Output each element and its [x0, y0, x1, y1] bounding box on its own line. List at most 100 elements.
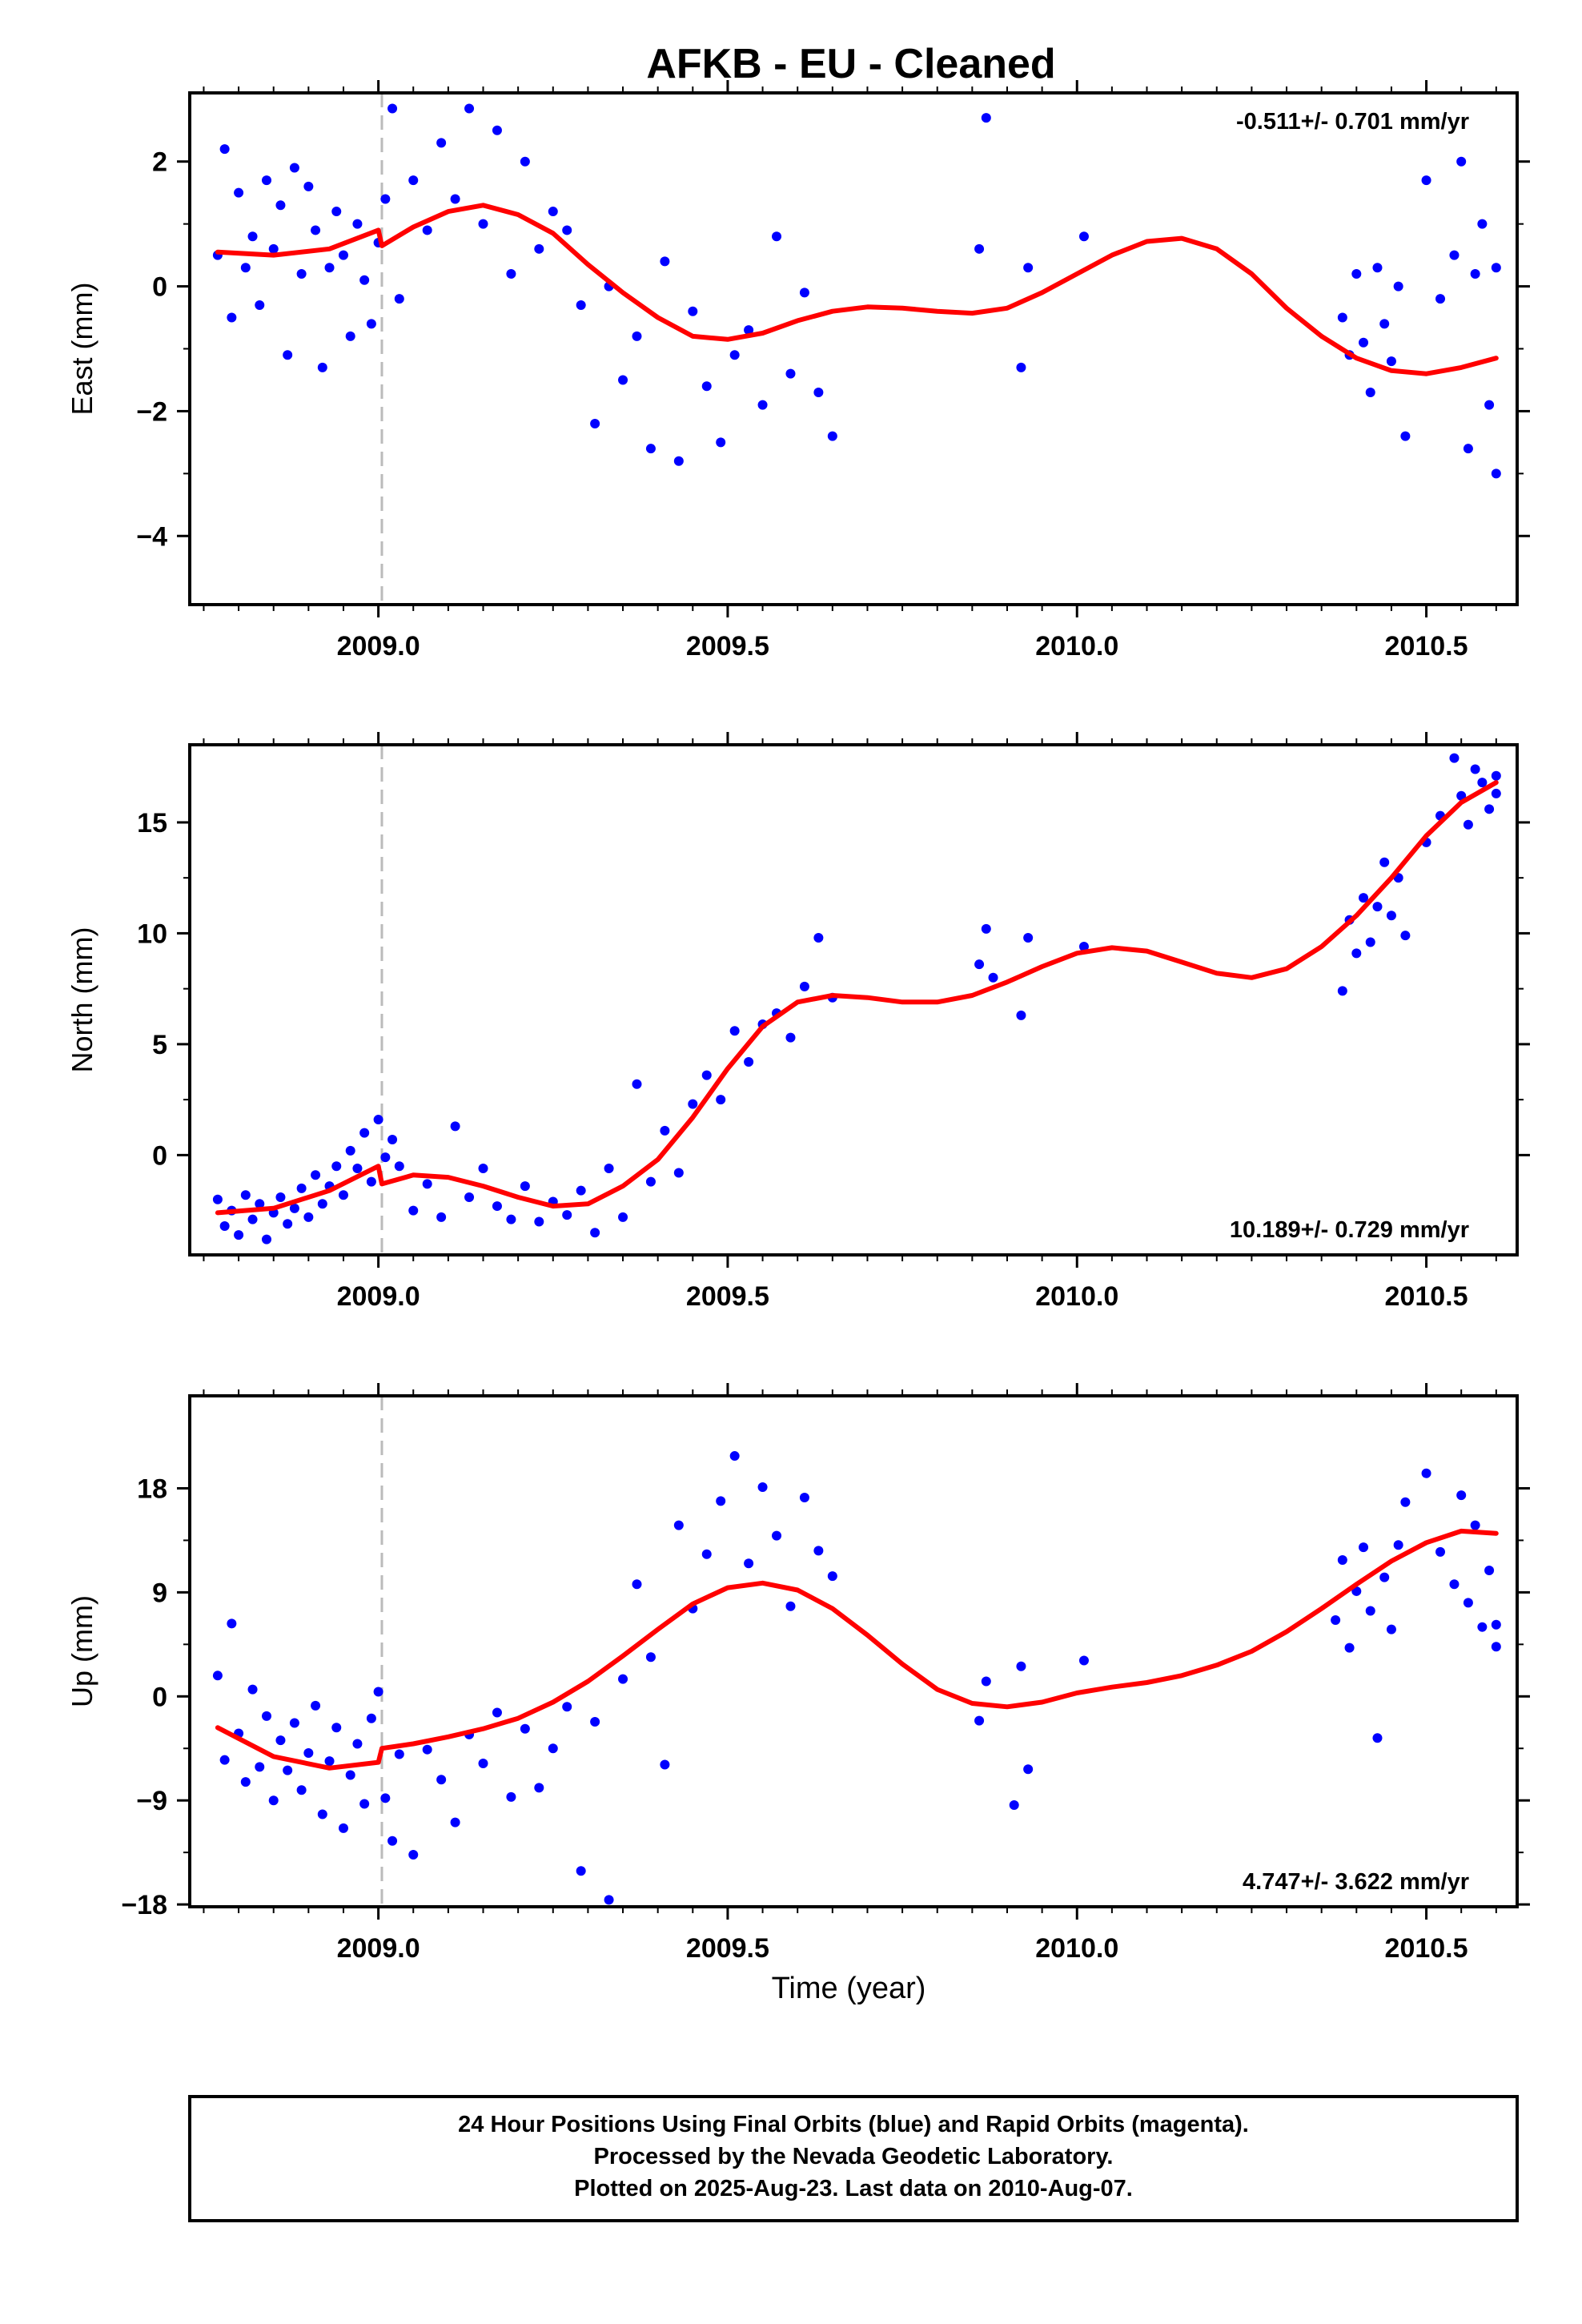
east-data-point: [436, 138, 447, 148]
east-data-point: [450, 194, 460, 204]
north-data-point: [604, 1163, 614, 1173]
east-data-point: [359, 275, 370, 285]
up-data-point: [289, 1718, 299, 1728]
up-data-point: [275, 1735, 286, 1746]
up-data-point: [1009, 1799, 1019, 1810]
east-data-point: [492, 125, 502, 135]
east-data-point: [1491, 468, 1501, 479]
east-data-point: [981, 113, 991, 123]
north-data-point: [261, 1234, 271, 1244]
east-data-point: [275, 200, 286, 211]
north-data-point: [352, 1163, 363, 1173]
east-data-point: [387, 103, 398, 114]
up-data-point: [268, 1795, 279, 1806]
north-data-point: [813, 932, 824, 943]
north-data-point: [618, 1212, 628, 1222]
east-data-point: [1435, 294, 1446, 304]
east-data-point: [1470, 268, 1480, 279]
east-x-tick-label: 2009.5: [686, 631, 769, 661]
east-data-point: [1386, 356, 1396, 367]
up-rate-label: 4.747+/- 3.622 mm/yr: [1243, 1869, 1469, 1895]
up-data-point: [716, 1496, 726, 1506]
east-data-point: [268, 243, 279, 254]
up-data-point: [247, 1684, 258, 1695]
up-data-point: [1435, 1546, 1446, 1557]
north-x-tick-label: 2009.0: [337, 1281, 420, 1312]
east-data-point: [1016, 362, 1026, 372]
east-data-point: [548, 207, 558, 217]
east-data-point: [520, 156, 530, 167]
north-data-point: [1359, 893, 1369, 903]
footer-box: 24 Hour Positions Using Final Orbits (bl…: [188, 2095, 1519, 2222]
east-model-curve: [215, 203, 1499, 376]
east-data-point: [772, 231, 782, 242]
up-x-tick-label: 2009.5: [686, 1933, 769, 1964]
footer-line-3: Plotted on 2025-Aug-23. Last data on 201…: [574, 2176, 1133, 2201]
up-data-point: [373, 1687, 383, 1697]
up-data-point: [1491, 1619, 1501, 1630]
east-data-point: [688, 306, 698, 316]
north-data-point: [296, 1183, 307, 1193]
east-data-point: [1463, 444, 1473, 454]
up-data-point: [255, 1762, 265, 1772]
east-data-point: [799, 287, 809, 298]
up-data-point: [1331, 1615, 1341, 1626]
up-data-point: [660, 1759, 670, 1770]
north-data-point: [673, 1168, 684, 1178]
east-data-point: [234, 187, 244, 198]
up-data-point: [785, 1601, 796, 1611]
up-data-point: [227, 1618, 237, 1629]
north-data-point: [1016, 1010, 1026, 1020]
up-y-tick-label: 9: [152, 1578, 167, 1608]
up-data-point: [520, 1723, 530, 1734]
up-data-point: [352, 1739, 363, 1749]
east-y-tick-label: 2: [152, 147, 167, 178]
east-y-tick-label: 0: [152, 272, 167, 303]
north-data-point: [785, 1032, 796, 1043]
up-y-tick-label: −9: [136, 1786, 167, 1816]
up-data-point: [331, 1723, 342, 1733]
up-data-point: [827, 1571, 837, 1582]
north-data-point: [632, 1079, 642, 1089]
north-data-point: [338, 1190, 348, 1200]
north-data-point: [1372, 902, 1383, 912]
north-data-point: [534, 1216, 544, 1227]
east-data-point: [255, 300, 265, 310]
up-data-point: [450, 1817, 460, 1827]
east-data-point: [227, 312, 237, 323]
north-panel: 2009.0 2009.5 2010.0 2010.5 0 5 10 15 North (mm)…: [66, 732, 1530, 1312]
east-data-point: [345, 331, 355, 341]
north-data-point: [219, 1220, 230, 1231]
up-data-point: [317, 1809, 327, 1819]
up-data-point: [1421, 1468, 1431, 1478]
up-panel: 2009.0 2009.5 2010.0 2010.5 −18 −9 0 9 18 Up (mm)…: [66, 1383, 1530, 1964]
up-data-point: [422, 1744, 432, 1755]
up-data-point: [283, 1765, 293, 1775]
east-data-point: [338, 250, 348, 260]
east-data-point: [827, 431, 837, 441]
up-data-point: [744, 1558, 754, 1569]
east-data-point: [729, 350, 740, 360]
up-data-point: [1359, 1542, 1369, 1553]
north-data-point: [1400, 931, 1411, 941]
north-data-point: [492, 1201, 502, 1212]
north-data-point: [366, 1176, 376, 1187]
north-y-tick-label: 15: [137, 808, 167, 838]
up-data-point: [1365, 1606, 1375, 1616]
up-data-point: [1470, 1520, 1480, 1530]
up-data-point: [394, 1749, 404, 1759]
north-data-point: [1023, 932, 1034, 943]
north-x-tick-label: 2010.5: [1385, 1281, 1468, 1312]
up-data-point: [506, 1791, 516, 1802]
north-data-point: [645, 1176, 656, 1187]
north-data-point: [345, 1145, 355, 1156]
north-data-point: [974, 959, 985, 970]
east-panel: 2009.0 2009.5 2010.0 2010.5 −4 −2 0 2 East (mm) -…: [66, 80, 1530, 661]
east-data-point: [422, 225, 432, 235]
east-data-point: [1421, 175, 1431, 186]
up-data-point: [359, 1799, 370, 1809]
north-data-point: [729, 1026, 740, 1036]
east-data-point: [1379, 319, 1390, 329]
north-data-point: [234, 1230, 244, 1240]
east-data-point: [506, 268, 516, 279]
